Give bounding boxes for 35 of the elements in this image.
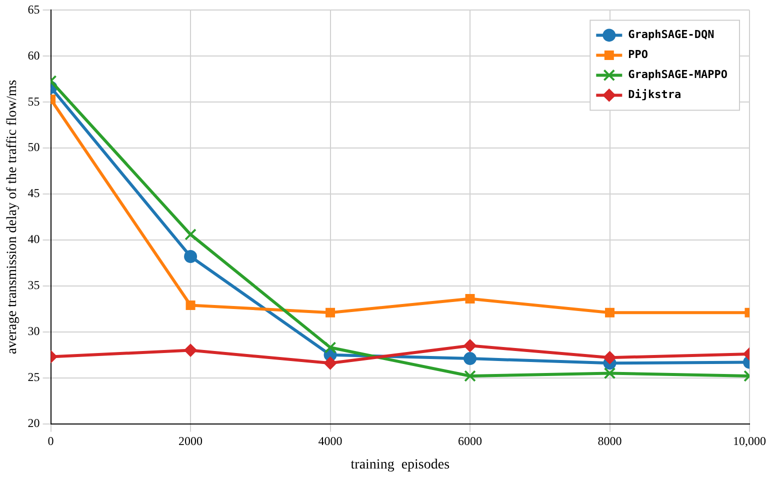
x-tick-label: 10,000: [733, 434, 766, 448]
x-tick-label: 6000: [458, 434, 482, 448]
point: [324, 356, 337, 370]
y-tick-label: 40: [28, 232, 40, 246]
y-tick-label: 25: [28, 370, 40, 384]
legend-label: GraphSAGE-MAPPO: [628, 68, 728, 82]
legend-label: GraphSAGE-DQN: [628, 28, 714, 42]
legend-label: PPO: [628, 48, 648, 62]
point: [465, 294, 475, 304]
x-tick-label: 4000: [318, 434, 342, 448]
y-tick-label: 45: [28, 186, 40, 200]
x-tick-label: 2000: [178, 434, 203, 448]
legend-label: Dijkstra: [628, 88, 682, 102]
y-tick-label: 30: [28, 324, 40, 338]
point: [184, 228, 196, 240]
y-tick-label: 35: [28, 278, 40, 292]
point: [604, 367, 616, 380]
point: [184, 344, 198, 357]
y-axis-title: average transmission delay of the traffic flow/ms: [5, 80, 20, 354]
point: [464, 370, 476, 382]
point: [603, 351, 616, 364]
y-tick-label: 60: [28, 48, 40, 62]
x-axis-title: training episodes: [350, 457, 450, 472]
point: [326, 308, 336, 318]
point: [464, 352, 477, 366]
x-tick-label: 8000: [598, 434, 622, 448]
y-tick-label: 65: [28, 2, 40, 16]
x-tick-label: 0: [48, 434, 54, 448]
y-tick-label: 55: [28, 94, 40, 108]
point: [324, 342, 336, 354]
point: [184, 250, 198, 264]
y-tick-label: 50: [28, 140, 40, 154]
point: [464, 339, 477, 352]
point: [186, 300, 196, 310]
y-tick-label: 20: [28, 416, 40, 430]
